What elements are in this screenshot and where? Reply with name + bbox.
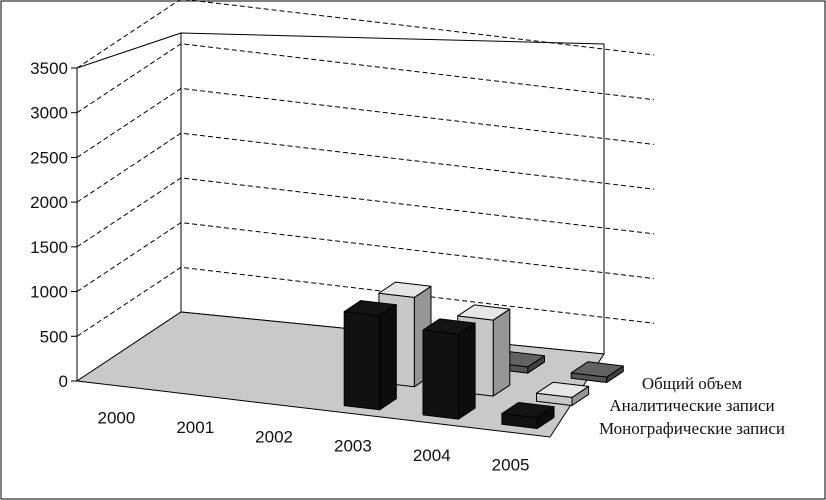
gridline xyxy=(76,0,655,69)
bar xyxy=(422,318,476,420)
gridlines xyxy=(76,0,655,337)
y-tick-label: 3500 xyxy=(30,59,68,78)
y-tick-label: 3000 xyxy=(30,104,68,123)
series-label: Общий объем xyxy=(642,374,743,393)
gridline xyxy=(76,43,655,114)
y-tick-label: 0 xyxy=(59,372,68,391)
y-tick-label: 1000 xyxy=(30,283,68,302)
x-tick-label: 2003 xyxy=(334,437,372,456)
y-tick-label: 1500 xyxy=(30,238,68,257)
series-labels: Общий объем Аналитические записи Монографи… xyxy=(599,374,785,438)
y-tick-label: 2000 xyxy=(30,193,68,212)
x-tick-labels: 2000 2001 2002 2003 2004 2005 xyxy=(98,409,530,475)
y-tick-label: 2500 xyxy=(30,148,68,167)
gridline xyxy=(76,132,655,203)
series-label: Монографические записи xyxy=(599,419,785,438)
gridline xyxy=(76,177,655,248)
x-tick-label: 2001 xyxy=(176,418,214,437)
bars xyxy=(343,281,624,429)
bar xyxy=(343,300,397,411)
x-tick-label: 2004 xyxy=(413,446,451,465)
bar xyxy=(536,381,590,406)
y-tick-label: 500 xyxy=(40,327,68,346)
series-label: Аналитические записи xyxy=(609,396,774,415)
bar xyxy=(501,402,555,429)
x-tick-label: 2002 xyxy=(255,427,293,446)
y-tick-labels: 0 500 1000 1500 2000 2500 3000 3500 xyxy=(30,59,77,391)
x-tick-label: 2005 xyxy=(492,455,530,474)
bar xyxy=(570,361,624,383)
gridline xyxy=(76,266,655,337)
gridline xyxy=(76,87,655,158)
gridline xyxy=(76,222,655,292)
x-tick-label: 2000 xyxy=(98,409,136,428)
